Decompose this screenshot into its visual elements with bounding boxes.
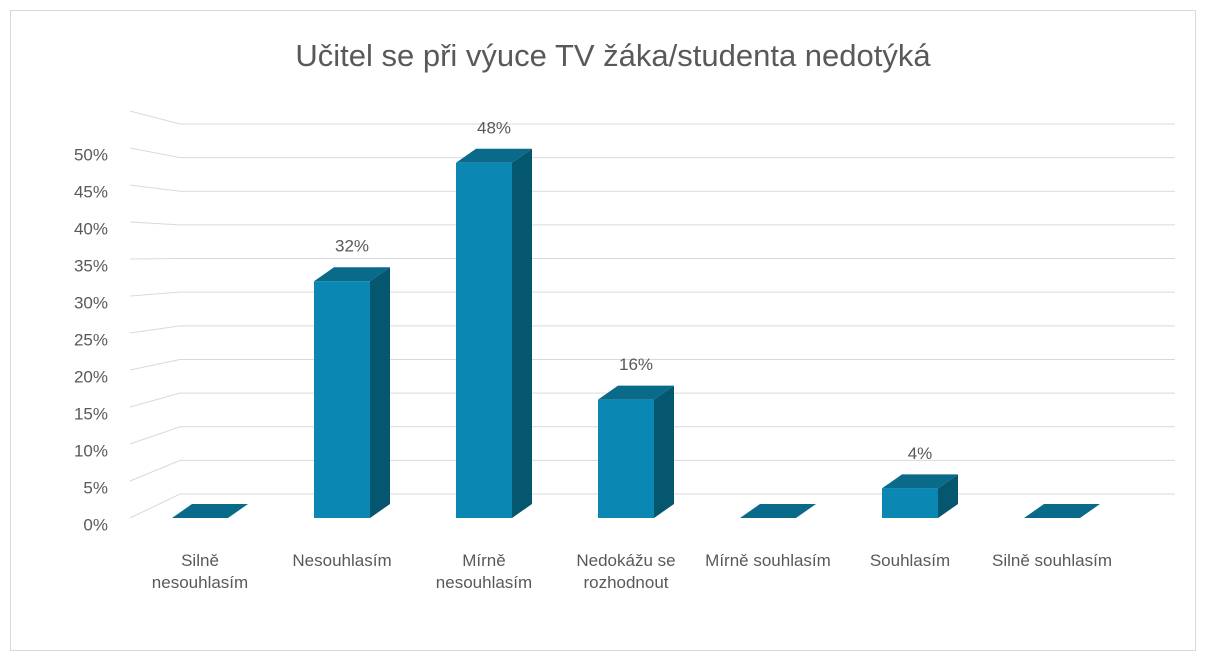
data-label: 48% <box>477 118 511 137</box>
x-tick-label: Nedokážu se rozhodnout <box>576 551 676 592</box>
bar-front <box>314 281 370 518</box>
bar-top <box>456 148 532 163</box>
y-tick-label: 30% <box>74 293 108 312</box>
data-label: 16% <box>619 355 653 374</box>
bar-top <box>172 504 248 518</box>
y-tick-label: 20% <box>74 367 108 386</box>
chart-border <box>10 10 1196 651</box>
x-tick-label: Nesouhlasím <box>292 551 392 570</box>
bar-top <box>882 474 958 489</box>
grid-line <box>129 392 1175 408</box>
x-tick-label: Silně souhlasím <box>991 551 1112 570</box>
bar-front <box>598 399 654 518</box>
bar-top <box>740 504 816 518</box>
x-tick-label: Souhlasím <box>869 551 951 570</box>
y-tick-label: 35% <box>74 256 108 275</box>
y-tick-label: 40% <box>74 219 108 238</box>
grid-line <box>129 358 1175 371</box>
wall-edge <box>129 110 1175 125</box>
bar <box>598 385 674 518</box>
grid-line <box>129 184 1175 192</box>
grid-line <box>129 459 1175 482</box>
data-label: 4% <box>908 444 933 463</box>
chart-title: Učitel se při výuce TV žáka/studenta ned… <box>295 38 931 73</box>
bar-side <box>938 474 958 518</box>
data-label: 32% <box>335 237 369 256</box>
bar-top <box>598 385 674 400</box>
y-tick-label: 10% <box>74 441 108 460</box>
bar-side <box>370 267 390 518</box>
x-tick-label: Silně nesouhlasím <box>151 551 249 592</box>
y-tick-label: 25% <box>74 330 108 349</box>
grid-line <box>129 147 1175 159</box>
bar-front <box>456 162 512 519</box>
bar <box>882 474 958 518</box>
x-tick-label: Mírně souhlasím <box>705 551 831 570</box>
bar <box>456 148 532 519</box>
bar <box>1024 504 1100 518</box>
y-tick-label: 50% <box>74 145 108 164</box>
y-tick-label: 15% <box>74 404 108 423</box>
y-tick-label: 45% <box>74 182 108 201</box>
grid-line <box>129 493 1175 519</box>
grid-line <box>129 291 1175 297</box>
grid-line <box>129 426 1175 445</box>
bar <box>740 504 816 518</box>
x-tick-label: Mírně nesouhlasím <box>435 551 533 592</box>
bar-top <box>1024 504 1100 518</box>
bar-front <box>882 488 938 518</box>
bar-side <box>512 148 532 519</box>
y-tick-label: 0% <box>83 515 108 534</box>
bar <box>172 504 248 518</box>
bar-top <box>314 267 390 282</box>
y-tick-label: 5% <box>83 478 108 497</box>
bar <box>314 267 390 518</box>
grid-line <box>129 325 1175 334</box>
bar-side <box>654 385 674 518</box>
grid-line <box>129 221 1175 226</box>
